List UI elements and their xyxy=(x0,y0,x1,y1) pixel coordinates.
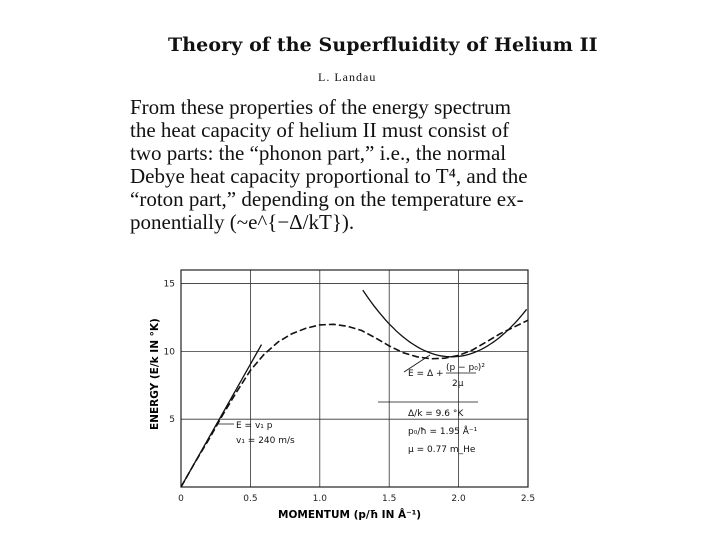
paragraph-line: From these properties of the energy spec… xyxy=(130,95,512,119)
roton-leader-line xyxy=(403,354,431,373)
y-axis-label: ENERGY (E/k IN °K) xyxy=(149,318,161,430)
sound-velocity: v₁ = 240 m/s xyxy=(236,436,295,446)
y-tick-label: 15 xyxy=(164,280,175,290)
x-tick-label: 1.0 xyxy=(313,494,328,504)
x-tick-label: 2.0 xyxy=(451,494,466,504)
paragraph-line: Debye heat capacity proportional to T⁴, … xyxy=(130,164,528,188)
phonon-tangent-line xyxy=(180,344,263,488)
y-tick-label: 10 xyxy=(164,347,176,357)
paragraph-line: ponentially (~e^{−Δ/kT}). xyxy=(130,210,355,234)
body-paragraph: From these properties of the energy spec… xyxy=(130,96,570,234)
x-axis-label: MOMENTUM (p/ħ IN Å⁻¹) xyxy=(278,508,421,521)
paper-title: Theory of the Superfluidity of Helium II xyxy=(168,34,598,56)
chart-axes xyxy=(180,269,529,488)
mu-value: μ = 0.77 m_He xyxy=(408,445,476,455)
x-tick-label: 0.5 xyxy=(243,494,257,504)
x-tick-label: 0 xyxy=(178,494,184,504)
author-name: L. Landau xyxy=(318,70,377,84)
paragraph-line: “roton part,” depending on the temperatu… xyxy=(130,187,524,211)
roton-formula-denominator: 2μ xyxy=(452,379,464,389)
chart-grid xyxy=(181,270,528,487)
delta-value: Δ/k = 9.6 °K xyxy=(408,409,464,419)
paragraph-line: the heat capacity of helium II must cons… xyxy=(130,118,510,142)
roton-formula-numerator: (p − p₀)² xyxy=(446,363,485,373)
x-tick-label: 2.5 xyxy=(521,494,535,504)
dispersion-series-line xyxy=(180,319,529,488)
p0-value: p₀/ħ = 1.95 Å⁻¹ xyxy=(408,425,478,437)
y-tick-label: 5 xyxy=(169,415,175,425)
roton-formula-prefix: E = Δ + xyxy=(408,369,444,379)
roton-parabola-line xyxy=(362,289,528,358)
chart-ticks: 0 0.5 1.0 1.5 2.0 2.5 5 10 15 xyxy=(164,280,536,504)
plot-frame xyxy=(180,269,529,488)
phonon-formula: E = v₁ p xyxy=(236,421,273,431)
chart-curve xyxy=(180,289,529,488)
x-tick-label: 1.5 xyxy=(382,494,396,504)
paragraph-line: two parts: the “phonon part,” i.e., the … xyxy=(130,141,507,165)
